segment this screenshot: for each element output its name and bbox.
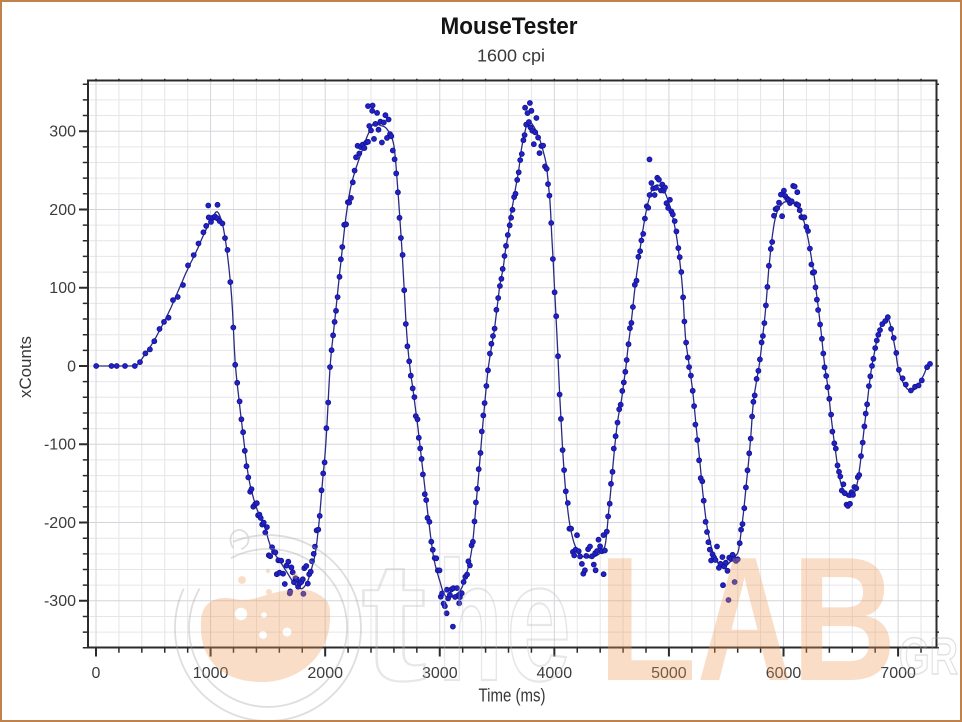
svg-text:7000: 7000 [880, 665, 916, 682]
svg-text:0: 0 [67, 358, 76, 375]
svg-text:xCounts: xCounts [17, 336, 35, 398]
svg-text:L: L [597, 520, 697, 718]
svg-text:2000: 2000 [307, 665, 343, 682]
svg-text:3000: 3000 [422, 665, 458, 682]
svg-text:4000: 4000 [537, 665, 573, 682]
svg-text:MouseTester: MouseTester [441, 13, 578, 40]
svg-text:1000: 1000 [193, 665, 229, 682]
svg-text:B: B [792, 520, 897, 718]
svg-text:A: A [697, 520, 792, 718]
svg-text:e: e [506, 527, 571, 717]
svg-text:GR: GR [899, 628, 958, 686]
svg-text:-200: -200 [44, 515, 76, 532]
svg-text:5000: 5000 [651, 665, 687, 682]
svg-text:t: t [361, 527, 427, 717]
svg-text:300: 300 [49, 124, 76, 141]
svg-text:h: h [437, 527, 503, 717]
svg-text:-100: -100 [44, 437, 76, 454]
svg-text:100: 100 [49, 280, 76, 297]
svg-text:200: 200 [49, 202, 76, 219]
svg-text:6000: 6000 [766, 665, 802, 682]
svg-text:-300: -300 [44, 593, 76, 610]
svg-text:1600 cpi: 1600 cpi [477, 46, 545, 66]
svg-text:Time (ms): Time (ms) [479, 686, 546, 706]
svg-text:0: 0 [92, 665, 101, 682]
